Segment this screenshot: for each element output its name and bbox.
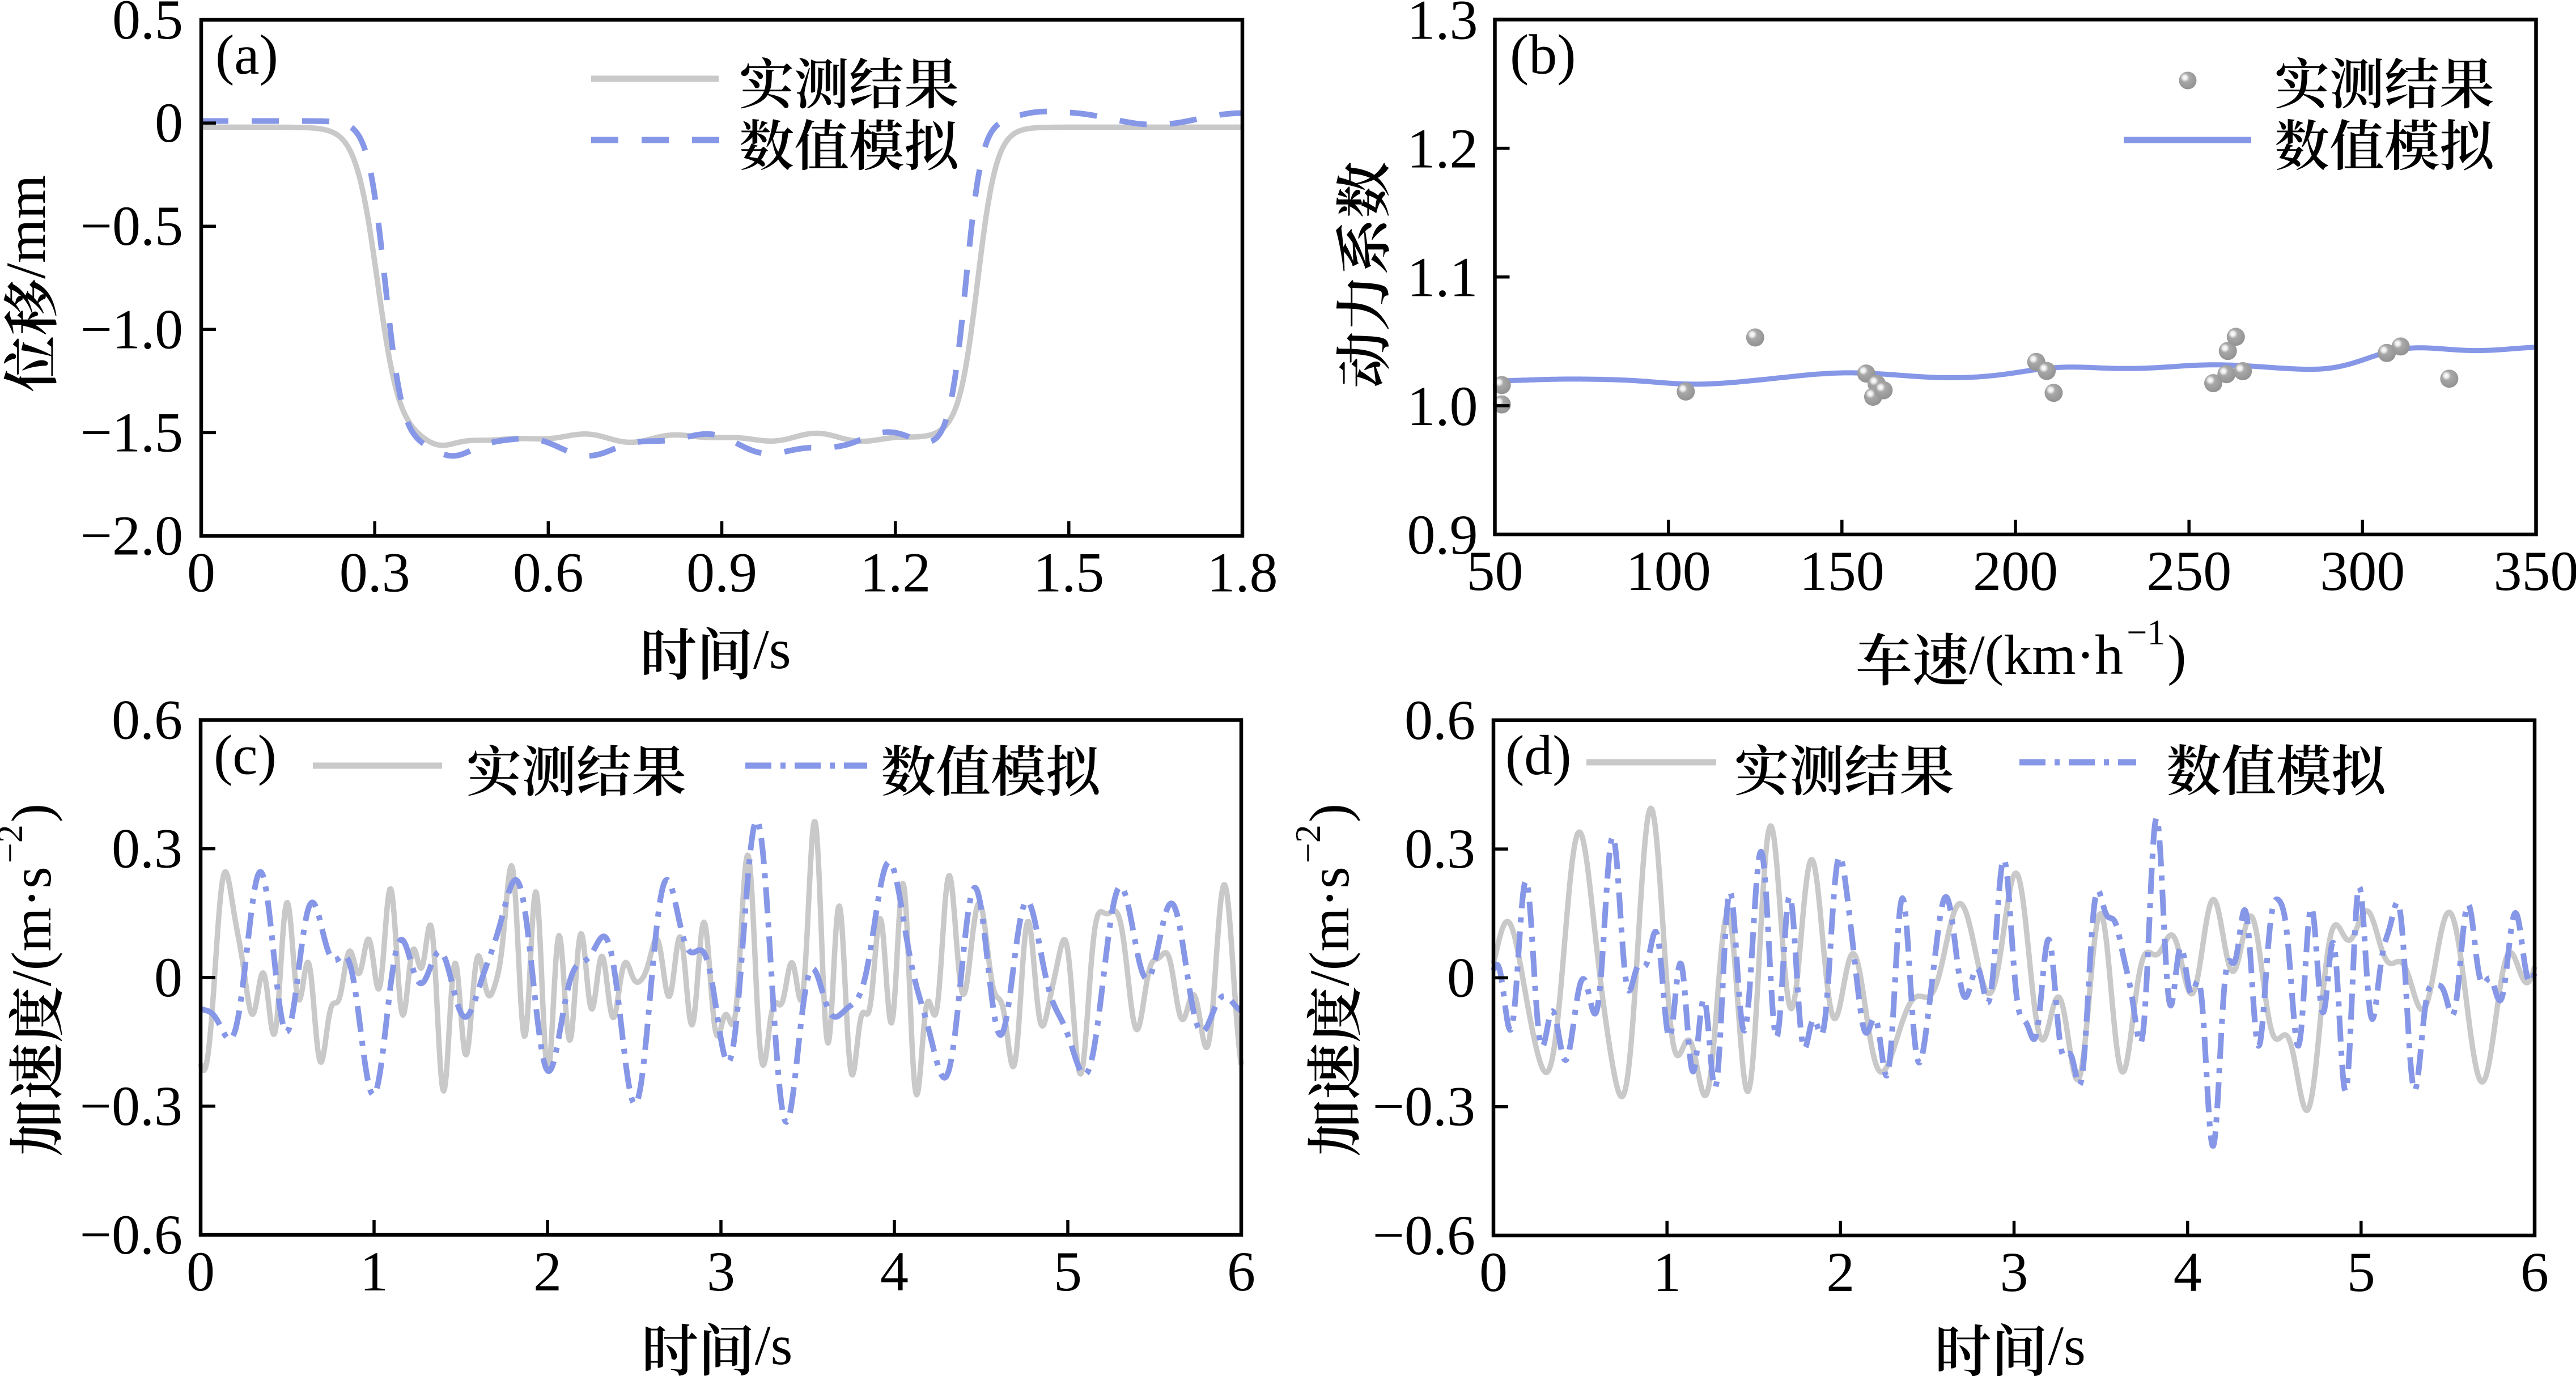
svg-text:0: 0	[1479, 1241, 1508, 1303]
svg-text:0.6: 0.6	[513, 541, 584, 604]
svg-text:−1: −1	[2127, 612, 2165, 652]
svg-text:250: 250	[2146, 540, 2231, 602]
svg-text:−0.6: −0.6	[80, 1203, 183, 1266]
svg-text:1.5: 1.5	[1033, 541, 1104, 604]
svg-text:0.3: 0.3	[112, 817, 183, 880]
svg-text:−0.5: −0.5	[80, 194, 183, 257]
svg-text:−1.5: −1.5	[80, 401, 183, 464]
svg-text:6: 6	[2520, 1241, 2549, 1303]
svg-text:3: 3	[2000, 1241, 2028, 1303]
svg-text:0: 0	[187, 541, 215, 604]
svg-text:5: 5	[2347, 1241, 2375, 1303]
svg-text:0.3: 0.3	[339, 541, 410, 604]
svg-text:2: 2	[533, 1240, 562, 1303]
svg-text:1.2: 1.2	[860, 541, 931, 604]
svg-text:3: 3	[707, 1240, 735, 1303]
svg-text:0: 0	[154, 946, 183, 1009]
svg-text:5: 5	[1054, 1240, 1082, 1303]
svg-text:200: 200	[1973, 540, 2058, 602]
svg-text:/(km·h: /(km·h	[1969, 623, 2123, 686]
svg-text:(b): (b)	[1510, 23, 1576, 86]
svg-text:/(m·s: /(m·s	[0, 867, 63, 986]
svg-text:): )	[0, 804, 63, 822]
svg-text:100: 100	[1626, 540, 1711, 602]
svg-text:−0.3: −0.3	[80, 1075, 183, 1137]
svg-text:0.9: 0.9	[1407, 503, 1478, 566]
svg-text:/mm: /mm	[0, 175, 57, 279]
svg-text:1: 1	[360, 1240, 388, 1303]
svg-text:0: 0	[186, 1240, 215, 1303]
svg-text:0.6: 0.6	[112, 689, 183, 751]
svg-text:4: 4	[880, 1240, 909, 1303]
svg-text:300: 300	[2320, 540, 2405, 602]
svg-text:0.6: 0.6	[1404, 689, 1475, 751]
svg-text:−2: −2	[1288, 825, 1328, 863]
svg-text:2: 2	[1826, 1241, 1854, 1303]
svg-text:1.3: 1.3	[1407, 0, 1478, 52]
svg-text:−0.6: −0.6	[1373, 1204, 1475, 1267]
svg-text:350: 350	[2494, 540, 2576, 602]
svg-text:): )	[1298, 804, 1361, 822]
svg-text:1.1: 1.1	[1407, 246, 1478, 309]
svg-text:4: 4	[2174, 1241, 2202, 1303]
svg-text:150: 150	[1800, 540, 1885, 602]
svg-text:1: 1	[1653, 1241, 1681, 1303]
svg-text:): )	[2167, 623, 2186, 686]
svg-text:0.9: 0.9	[686, 541, 757, 604]
svg-text:−0.3: −0.3	[1373, 1075, 1475, 1138]
svg-text:50: 50	[1467, 540, 1523, 602]
svg-text:(a): (a)	[215, 23, 278, 86]
svg-text:0: 0	[155, 91, 183, 154]
svg-text:/s: /s	[753, 618, 791, 681]
svg-text:6: 6	[1227, 1240, 1255, 1303]
svg-text:0.3: 0.3	[1404, 817, 1475, 880]
svg-text:−2: −2	[0, 825, 30, 863]
svg-text:(c): (c)	[214, 724, 277, 787]
svg-text:−2.0: −2.0	[80, 504, 183, 567]
svg-text:0: 0	[1447, 946, 1475, 1009]
svg-text:−1.0: −1.0	[80, 298, 183, 360]
svg-text:0.5: 0.5	[112, 0, 183, 51]
svg-text:1.8: 1.8	[1207, 541, 1278, 604]
svg-text:1.0: 1.0	[1407, 375, 1478, 438]
svg-text:(d): (d)	[1505, 724, 1572, 787]
svg-text:/s: /s	[755, 1314, 793, 1376]
svg-text:/s: /s	[2048, 1314, 2086, 1376]
svg-text:/(m·s: /(m·s	[1298, 867, 1361, 986]
svg-text:1.2: 1.2	[1407, 117, 1478, 180]
